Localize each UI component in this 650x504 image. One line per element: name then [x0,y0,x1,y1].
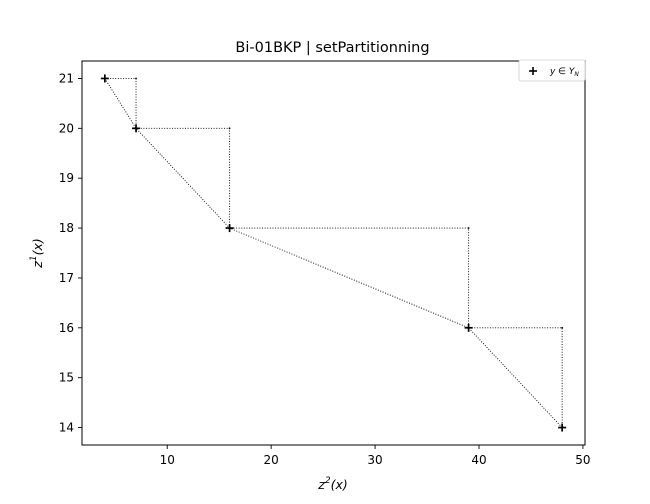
y-tick-label: 20 [59,121,74,135]
y-tick-label: 15 [59,371,74,385]
legend: y ∈ YN [518,59,586,82]
y-axis-label-superscript: 1 [29,255,39,261]
x-tick-label: 10 [160,453,175,467]
svg-text:z1(x): z1(x) [29,238,45,268]
legend-label-subscript: N [574,71,579,78]
x-axis-label-argument: (x) [331,477,348,492]
y-tick-label: 14 [59,421,74,435]
legend-frame [518,59,586,82]
y-axis-label-base: z [30,261,45,269]
y-tick-label: 21 [59,71,74,85]
x-tick-label: 30 [367,453,382,467]
legend-label-text: y ∈ Y [549,67,576,77]
legend-label: y ∈ YN [549,67,579,78]
legend-plus-marker-icon [529,67,537,75]
x-tick-label: 50 [575,453,590,467]
y-axis-label-argument: (x) [30,238,45,255]
y-tick-label: 16 [59,321,74,335]
y-axis-label: z1(x) [29,238,45,268]
axes-frame [81,60,586,446]
x-axis-label-superscript: 2 [325,476,331,486]
staircase-corner-point [561,326,564,329]
y-tick-label: 18 [59,221,74,235]
plot-area: 10 20 30 40 50 14 15 16 17 18 19 20 21 [59,60,591,467]
svg-text:z2(x): z2(x) [317,476,347,492]
x-axis-label: z2(x) [317,476,347,492]
y-tick-label: 17 [59,271,74,285]
x-axis-label-base: z [317,477,325,492]
staircase-corner-point [467,227,470,229]
x-tick-label: 40 [471,453,486,467]
staircase-corner-point [228,127,231,130]
y-tick-label: 19 [59,171,74,185]
x-tick-label: 20 [264,453,279,467]
staircase-corner-point [135,77,137,80]
chart-title: Bi-01BKP | setPartitionning [235,40,429,56]
